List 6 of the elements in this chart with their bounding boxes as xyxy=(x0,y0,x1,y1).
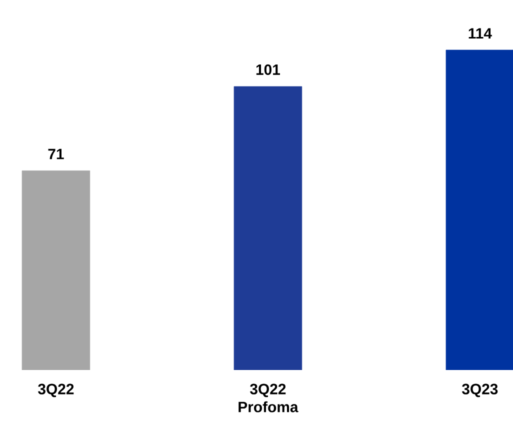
x-tick-label: 3Q23 xyxy=(462,384,498,398)
x-tick-label: 3Q22 xyxy=(38,384,74,398)
data-label: 71 xyxy=(48,148,64,160)
x-tick-label: 3Q22 Profoma xyxy=(238,384,298,412)
data-label: 114 xyxy=(468,28,492,38)
data-label: 101 xyxy=(256,64,280,75)
